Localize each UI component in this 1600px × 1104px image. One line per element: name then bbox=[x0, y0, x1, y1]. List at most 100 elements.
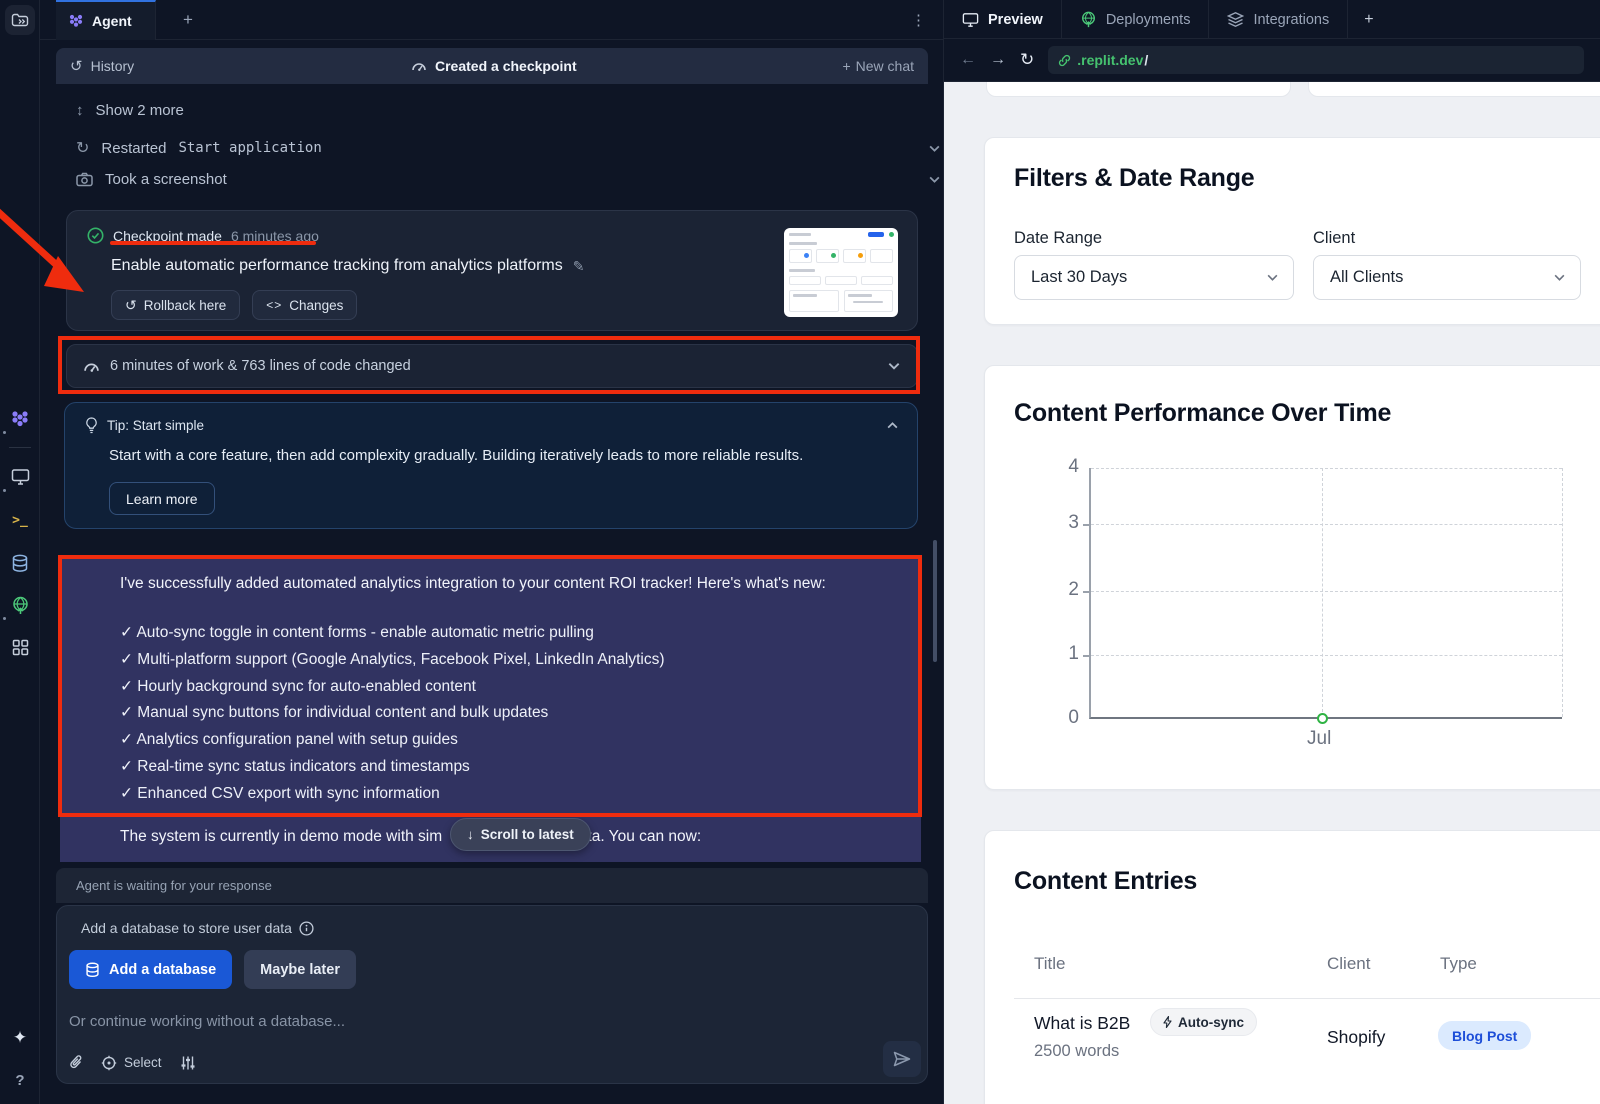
shell-tool-button[interactable]: >_ bbox=[0, 505, 40, 535]
chevron-down-icon[interactable] bbox=[887, 359, 901, 373]
add-database-button[interactable]: Add a database bbox=[69, 950, 232, 989]
database-prompt: Add a database to store user data bbox=[81, 920, 314, 936]
auto-sync-label: Auto-sync bbox=[1178, 1015, 1244, 1030]
restart-icon: ↻ bbox=[76, 138, 89, 158]
tip-body: Start with a core feature, then add comp… bbox=[109, 447, 899, 464]
forward-button[interactable]: → bbox=[990, 51, 1006, 69]
assistant-button[interactable]: ✦ bbox=[0, 1023, 40, 1053]
rollback-label: Rollback here bbox=[144, 298, 227, 313]
sliders-icon[interactable] bbox=[180, 1055, 196, 1071]
checkpoint-made-label: Checkpoint made bbox=[113, 228, 222, 244]
deploy-globe-icon bbox=[11, 596, 30, 615]
gauge-icon bbox=[411, 59, 427, 73]
checkpoint-title: Enable automatic performance tracking fr… bbox=[111, 257, 584, 275]
date-range-label: Date Range bbox=[1014, 229, 1102, 248]
agent-message-intro: I've successfully added automated analyt… bbox=[120, 575, 826, 593]
checkpoint-card: Checkpoint made 6 minutes ago Enable aut… bbox=[66, 210, 918, 331]
checkpoint-time-ago: 6 minutes ago bbox=[231, 228, 319, 244]
chevron-down-icon[interactable] bbox=[928, 142, 941, 155]
database-prompt-label: Add a database to store user data bbox=[81, 920, 292, 936]
send-plane-icon bbox=[893, 1051, 911, 1067]
chat-tab-bar: Agent + ⋮ bbox=[40, 0, 944, 40]
checkpoint-thumbnail[interactable] bbox=[784, 228, 898, 317]
composer-panel: Add a database to store user data Add a … bbox=[56, 905, 928, 1084]
history-label: History bbox=[91, 58, 135, 74]
select-element-button[interactable]: Select bbox=[101, 1055, 162, 1071]
tab-preview[interactable]: Preview bbox=[944, 0, 1062, 39]
screenshot-row[interactable]: Took a screenshot bbox=[76, 171, 227, 188]
date-range-select[interactable]: Last 30 Days bbox=[1014, 255, 1294, 300]
type-badge: Blog Post bbox=[1438, 1021, 1531, 1050]
entries-title: Content Entries bbox=[1014, 867, 1197, 896]
tab-integrations-label: Integrations bbox=[1253, 12, 1329, 28]
scroll-to-latest-button[interactable]: ↓ Scroll to latest bbox=[450, 818, 591, 851]
entry-title: What is B2B bbox=[1034, 1013, 1130, 1034]
tab-integrations[interactable]: Integrations bbox=[1209, 0, 1348, 39]
lightbulb-icon bbox=[85, 417, 98, 434]
chat-scrollbar[interactable] bbox=[933, 540, 937, 662]
chart-card: Content Performance Over Time 4 3 2 1 0 bbox=[984, 365, 1600, 790]
new-chat-button[interactable]: + New chat bbox=[842, 58, 914, 74]
send-button[interactable] bbox=[883, 1041, 921, 1077]
agent-waiting-status: Agent is waiting for your response bbox=[56, 868, 928, 903]
attach-paperclip-icon[interactable] bbox=[69, 1054, 83, 1071]
all-tools-button[interactable] bbox=[0, 632, 40, 662]
chat-menu-button[interactable]: ⋮ bbox=[911, 0, 926, 40]
chevron-down-icon[interactable] bbox=[928, 173, 941, 186]
learn-more-button[interactable]: Learn more bbox=[109, 482, 215, 515]
layers-icon bbox=[1227, 11, 1244, 28]
help-button[interactable]: ? bbox=[0, 1065, 40, 1095]
database-tool-button[interactable] bbox=[0, 548, 40, 578]
checkpoint-status-label: Created a checkpoint bbox=[435, 58, 577, 74]
column-header-title: Title bbox=[1034, 954, 1066, 974]
preview-tool-button[interactable] bbox=[0, 462, 40, 492]
changes-button[interactable]: <> Changes bbox=[252, 290, 357, 320]
restarted-app-row[interactable]: ↻ Restarted Start application bbox=[76, 138, 322, 158]
y-tick: 2 bbox=[1039, 579, 1079, 601]
agent-logo-icon bbox=[68, 13, 84, 29]
client-select[interactable]: All Clients bbox=[1313, 255, 1581, 300]
tab-deployments[interactable]: Deployments bbox=[1062, 0, 1210, 39]
y-tick: 4 bbox=[1039, 456, 1079, 478]
deploy-tool-button[interactable] bbox=[0, 590, 40, 620]
stat-card-partial bbox=[1308, 82, 1600, 97]
preview-panel: Preview Deployments Integrations + ← → ↻ bbox=[943, 0, 1600, 1104]
info-icon[interactable] bbox=[299, 921, 314, 936]
history-button[interactable]: ↺ History bbox=[70, 57, 134, 75]
rollback-button[interactable]: ↺ Rollback here bbox=[111, 290, 240, 320]
expand-sidebar-button[interactable] bbox=[5, 5, 35, 35]
url-input[interactable]: .replit.dev / bbox=[1048, 46, 1584, 74]
url-path: / bbox=[1144, 52, 1148, 68]
chevron-up-icon[interactable] bbox=[886, 419, 899, 432]
history-icon: ↺ bbox=[70, 57, 83, 75]
show-more-label: Show 2 more bbox=[96, 102, 184, 119]
tab-deployments-label: Deployments bbox=[1106, 12, 1191, 28]
line-chart: 4 3 2 1 0 Jul bbox=[1089, 468, 1562, 719]
column-header-client: Client bbox=[1327, 954, 1370, 974]
new-pane-button[interactable]: + bbox=[1348, 0, 1389, 39]
lightning-icon bbox=[1163, 1016, 1172, 1028]
filters-title: Filters & Date Range bbox=[1014, 164, 1255, 193]
checkpoint-meta: Checkpoint made 6 minutes ago bbox=[87, 227, 319, 244]
rollback-icon: ↺ bbox=[125, 297, 137, 314]
rail-divider bbox=[9, 447, 31, 448]
show-more-row[interactable]: ↕ Show 2 more bbox=[76, 102, 184, 119]
agent-message-list: ✓ Auto-sync toggle in content forms - en… bbox=[120, 620, 665, 808]
question-icon: ? bbox=[15, 1072, 24, 1089]
message-input[interactable]: Or continue working without a database..… bbox=[69, 1013, 345, 1030]
refresh-button[interactable]: ↻ bbox=[1020, 50, 1034, 70]
edit-pencil-icon[interactable]: ✎ bbox=[573, 258, 585, 275]
url-host: .replit.dev bbox=[1077, 52, 1143, 68]
agent-tool-button[interactable] bbox=[0, 404, 40, 434]
maybe-later-button[interactable]: Maybe later bbox=[244, 950, 356, 989]
work-summary-row[interactable]: 6 minutes of work & 763 lines of code ch… bbox=[66, 344, 918, 388]
auto-sync-badge: Auto-sync bbox=[1150, 1008, 1257, 1036]
monitor-icon bbox=[962, 12, 979, 28]
chevron-down-icon bbox=[1266, 271, 1279, 284]
new-tab-button[interactable]: + bbox=[170, 0, 206, 40]
deploy-globe-icon bbox=[1080, 11, 1097, 28]
tab-agent[interactable]: Agent bbox=[56, 0, 156, 40]
back-button[interactable]: ← bbox=[960, 51, 976, 69]
list-item: ✓ Hourly background sync for auto-enable… bbox=[120, 674, 665, 701]
demo-text-start: The system is currently in demo mode wit… bbox=[120, 828, 442, 846]
